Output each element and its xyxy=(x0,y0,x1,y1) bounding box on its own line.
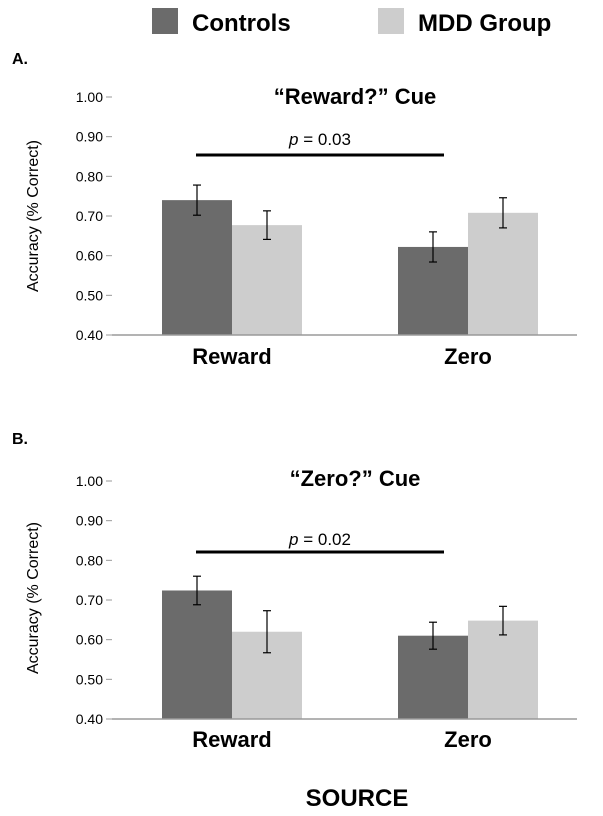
bar-controls-reward xyxy=(162,590,232,719)
y-tick-label: 0.70 xyxy=(76,208,103,224)
x-category-reward: Reward xyxy=(192,727,271,752)
y-tick-label: 1.00 xyxy=(76,89,103,105)
bar-mdd-group-zero xyxy=(468,620,538,719)
y-tick-label: 1.00 xyxy=(76,473,103,489)
x-category-reward: Reward xyxy=(192,344,271,369)
y-tick-label: 0.50 xyxy=(76,287,103,303)
y-tick-label: 0.80 xyxy=(76,168,103,184)
y-tick-label: 0.60 xyxy=(76,632,103,648)
y-ticks: 0.40 0.50 0.60 0.70 0.80 0.90 1.00 xyxy=(76,473,112,727)
y-tick-label: 0.90 xyxy=(76,513,103,529)
y-tick-label: 0.80 xyxy=(76,552,103,568)
x-axis-label: SOURCE xyxy=(306,785,409,812)
bar-mdd-group-reward xyxy=(232,225,302,335)
chart-title: “Reward?” Cue xyxy=(274,84,437,109)
x-category-zero: Zero xyxy=(444,727,492,752)
bars xyxy=(162,184,538,335)
legend-label-mdd: MDD Group xyxy=(418,10,551,37)
significance-label: p = 0.02 xyxy=(288,530,351,549)
bar-controls-reward xyxy=(162,200,232,335)
y-axis-label: Accuracy (% Correct) xyxy=(25,522,42,674)
x-category-zero: Zero xyxy=(444,344,492,369)
y-axis-label: Accuracy (% Correct) xyxy=(25,140,42,292)
legend-swatch-controls xyxy=(152,8,178,34)
y-tick-label: 0.40 xyxy=(76,711,103,727)
panel-b: B. “Zero?” Cue Accuracy (% Correct) p = … xyxy=(12,431,577,752)
y-tick-label: 0.60 xyxy=(76,248,103,264)
chart-title: “Zero?” Cue xyxy=(290,466,421,491)
y-tick-label: 0.40 xyxy=(76,327,103,343)
y-tick-label: 0.70 xyxy=(76,592,103,608)
panel-label: A. xyxy=(12,51,28,68)
p-symbol: p xyxy=(288,530,298,549)
bar-mdd-group-zero xyxy=(468,212,538,335)
significance-label: p = 0.03 xyxy=(288,130,351,149)
legend-label-controls: Controls xyxy=(192,10,291,37)
legend-swatch-mdd xyxy=(378,8,404,34)
p-symbol: p xyxy=(288,130,298,149)
panel-a: A. “Reward?” Cue Accuracy (% Correct) p … xyxy=(12,51,577,369)
panel-label: B. xyxy=(12,431,28,448)
p-value: = 0.03 xyxy=(299,130,351,149)
y-ticks: 0.40 0.50 0.60 0.70 0.80 0.90 1.00 xyxy=(76,89,112,343)
y-tick-label: 0.50 xyxy=(76,671,103,687)
p-value: = 0.02 xyxy=(299,530,351,549)
bars xyxy=(162,575,538,719)
legend: Controls MDD Group xyxy=(152,8,551,37)
y-tick-label: 0.90 xyxy=(76,129,103,145)
